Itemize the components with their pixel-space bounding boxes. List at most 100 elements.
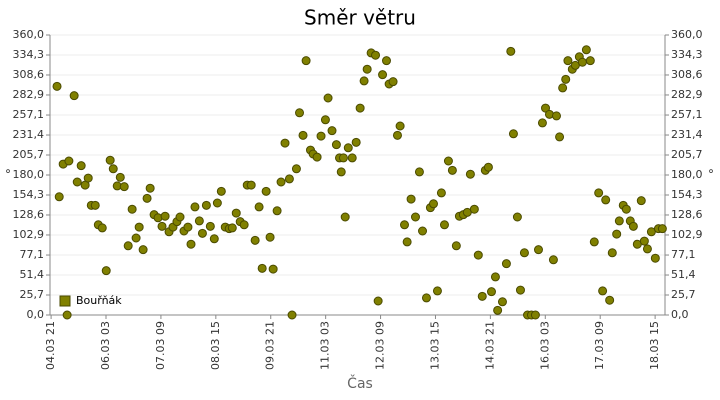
point	[227, 223, 237, 233]
point	[490, 272, 500, 282]
y2-tick-label: 205,7	[671, 148, 703, 161]
point	[432, 286, 442, 296]
y-tick-label: 282,9	[13, 88, 45, 101]
y-tick-label: 360,0	[13, 28, 45, 41]
point	[493, 305, 503, 315]
point	[197, 228, 207, 238]
x-tick-label: 06.03 03	[99, 321, 112, 370]
point	[362, 64, 372, 74]
point	[105, 155, 115, 165]
point	[261, 186, 271, 196]
point	[548, 255, 558, 265]
x-tick-label: 09.03 21	[264, 321, 277, 370]
point	[250, 235, 260, 245]
point	[284, 174, 294, 184]
point	[340, 212, 350, 222]
point	[501, 259, 511, 269]
point	[336, 167, 346, 177]
y-tick-label: 51,4	[20, 268, 45, 281]
point	[115, 172, 125, 182]
point	[421, 293, 431, 303]
point	[90, 200, 100, 210]
point	[160, 211, 170, 221]
point	[343, 143, 353, 153]
x-tick-label: 17.03 09	[593, 321, 606, 370]
y2-tick-label: 360,0	[671, 28, 703, 41]
point	[298, 130, 308, 140]
point	[558, 83, 568, 93]
y2-tick-label: 25,7	[671, 288, 696, 301]
point	[533, 245, 543, 255]
point	[272, 206, 282, 216]
point	[183, 222, 193, 232]
legend-swatch	[59, 295, 71, 307]
point	[388, 77, 398, 87]
y2-tick-label: 308,6	[671, 68, 703, 81]
point	[497, 297, 507, 307]
point	[331, 140, 341, 150]
point	[436, 188, 446, 198]
point	[473, 250, 483, 260]
point	[216, 186, 226, 196]
y-tick-label: 128,6	[13, 208, 45, 221]
point	[83, 173, 93, 183]
point	[291, 164, 301, 174]
x-tick-label: 13.03 15	[428, 321, 441, 370]
point	[541, 103, 551, 113]
point	[127, 204, 137, 214]
point	[64, 156, 74, 166]
point	[381, 56, 391, 66]
point	[327, 126, 337, 136]
point	[280, 138, 290, 148]
point	[519, 248, 529, 258]
point	[246, 180, 256, 190]
x-tick-label: 18.03 15	[648, 321, 661, 370]
point	[265, 232, 275, 242]
point	[312, 152, 322, 162]
point	[323, 93, 333, 103]
y2-axis-label: °	[708, 168, 714, 182]
y-tick-label: 308,6	[13, 68, 45, 81]
y2-tick-label: 128,6	[671, 208, 703, 221]
point	[186, 239, 196, 249]
point	[142, 193, 152, 203]
y2-tick-label: 257,1	[671, 108, 703, 121]
y2-tick-label: 0,0	[671, 308, 689, 321]
y-tick-label: 102,9	[13, 228, 45, 241]
point	[371, 50, 381, 60]
point	[157, 221, 167, 231]
y2-tick-label: 102,9	[671, 228, 703, 241]
y2-tick-label: 51,4	[671, 268, 696, 281]
point	[209, 234, 219, 244]
point	[650, 253, 660, 263]
point	[486, 287, 496, 297]
point	[581, 45, 591, 55]
y-tick-label: 77,1	[20, 248, 45, 261]
point	[378, 70, 388, 80]
y2-tick-label: 180,0	[671, 168, 703, 181]
point	[612, 229, 622, 239]
point	[355, 103, 365, 113]
point	[642, 244, 652, 254]
y-tick-label: 25,7	[20, 288, 45, 301]
point	[301, 56, 311, 66]
point	[320, 115, 330, 125]
point	[555, 132, 565, 142]
point	[239, 220, 249, 230]
point	[231, 208, 241, 218]
point	[316, 131, 326, 141]
point	[414, 167, 424, 177]
point	[561, 74, 571, 84]
point	[131, 233, 141, 243]
point	[406, 194, 416, 204]
point	[465, 169, 475, 179]
point	[483, 162, 493, 172]
y2-tick-label: 154,3	[671, 188, 703, 201]
x-tick-label: 11.03 03	[319, 321, 332, 370]
point	[254, 202, 264, 212]
point	[439, 220, 449, 230]
point	[577, 57, 587, 67]
point	[515, 285, 525, 295]
